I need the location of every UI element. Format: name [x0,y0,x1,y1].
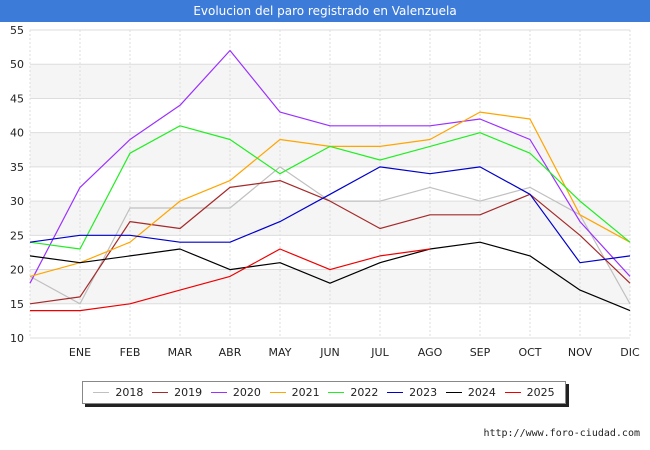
legend-swatch [387,392,404,393]
series-line-2020 [29,49,631,284]
legend-swatch [210,392,227,393]
legend-item-2025: 2025 [504,386,555,399]
plot-band [30,303,630,338]
legend-item-2023: 2023 [387,386,437,399]
legend-swatch [152,392,169,393]
x-tick-label: ABR [219,346,242,359]
legend-label: 2018 [115,386,144,399]
chart-title: Evolucion del paro registrado en Valenzu… [0,0,650,22]
x-tick-label: DIC [620,346,640,359]
y-tick-label: 35 [10,161,24,174]
legend-item-2022: 2022 [328,386,378,399]
x-tick-label: AGO [418,346,443,359]
x-tick-label: MAY [269,346,292,359]
x-tick-label: JUN [319,346,340,359]
legend-label: 2024 [467,386,496,399]
legend-swatch [269,392,286,393]
y-tick-label: 50 [10,58,24,71]
y-tick-label: 10 [10,332,24,345]
x-tick-label: MAR [168,346,193,359]
x-tick-label: ENE [69,346,91,359]
legend-item-2019: 2019 [152,386,202,399]
legend-swatch [93,392,110,393]
series-line-2023 [29,166,631,264]
x-tick-label: OCT [518,346,541,359]
y-tick-label: 45 [10,92,24,105]
series-line-2022 [29,125,631,250]
legend-label: 2021 [291,386,320,399]
plot-band [30,235,630,270]
x-tick-label: SEP [470,346,491,359]
legend-item-2024: 2024 [445,386,496,399]
line-chart: 10 15 20 25 30 35 40 45 50 55 ENE FEB MAR ABR MAY JUN J… [10,24,640,359]
y-tick-label: 55 [10,24,24,37]
series-line-2025 [30,248,431,312]
chart-legend: 2018 2019 2020 2021 2022 2023 2024 2025 [82,381,566,404]
legend-swatch [504,392,521,393]
plot-band [30,64,630,99]
x-tick-label: NOV [568,346,593,359]
legend-label: 2019 [174,386,203,399]
legend-swatch [328,392,345,393]
x-tick-label: JUL [370,346,389,359]
y-tick-label: 15 [10,298,24,311]
y-tick-label: 40 [10,127,24,140]
y-tick-label: 25 [10,229,24,242]
legend-swatch [445,392,462,393]
y-tick-label: 30 [10,195,24,208]
legend-label: 2025 [526,386,555,399]
x-tick-label: FEB [120,346,141,359]
legend-item-2021: 2021 [269,386,320,399]
legend-label: 2023 [409,386,438,399]
legend-label: 2020 [232,386,261,399]
legend-item-2020: 2020 [210,386,261,399]
source-url: http://www.foro-ciudad.com [483,428,640,439]
legend-item-2018: 2018 [93,386,143,399]
legend-label: 2022 [350,386,379,399]
y-tick-label: 20 [10,264,24,277]
series-line-2024 [29,241,631,312]
